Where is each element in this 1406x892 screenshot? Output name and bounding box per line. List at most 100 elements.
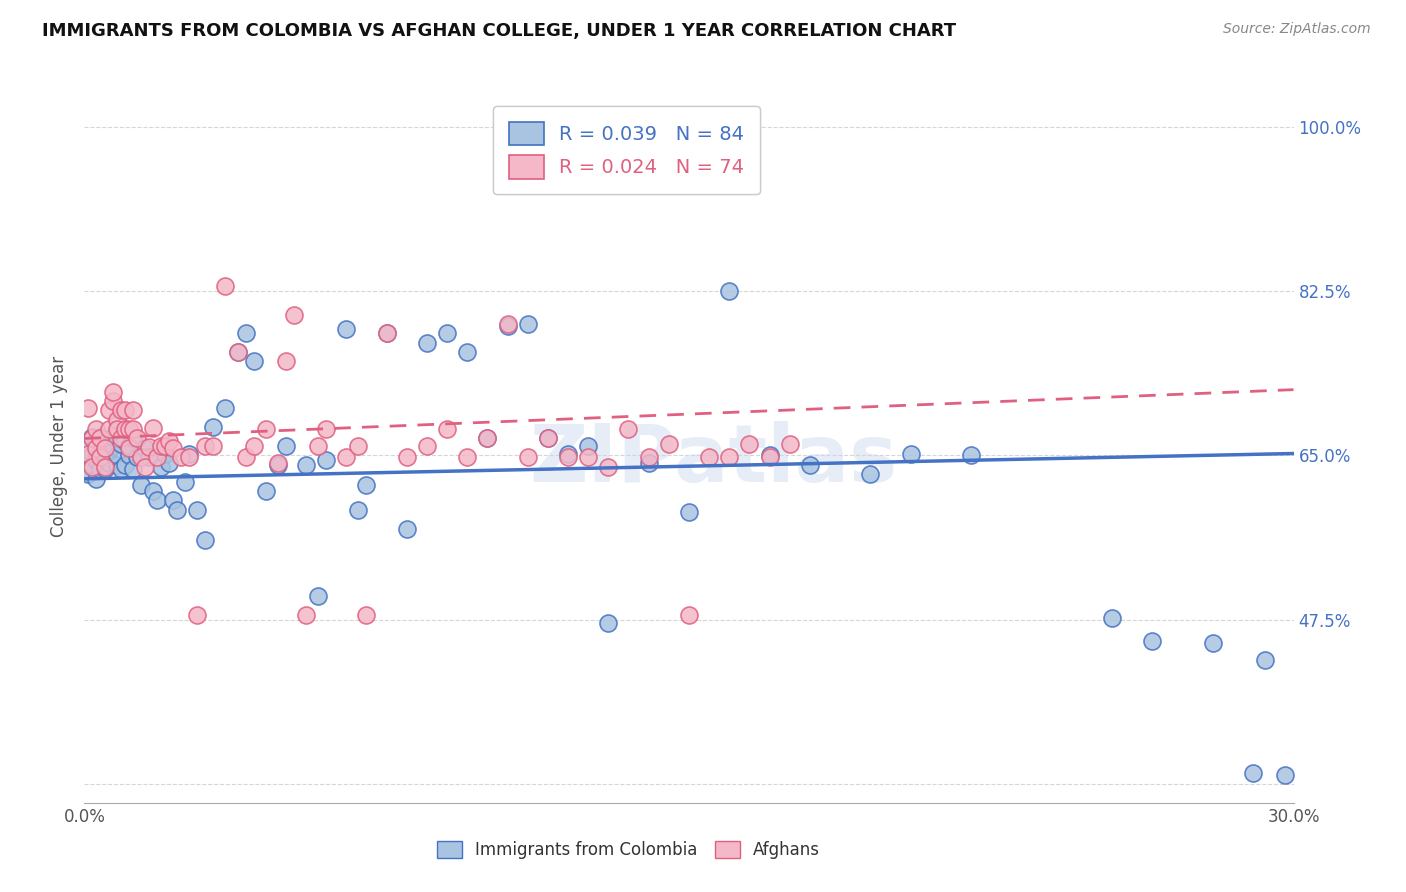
Point bbox=[356, 607, 378, 622]
Point bbox=[436, 422, 458, 436]
Point bbox=[121, 422, 143, 436]
Point bbox=[214, 279, 236, 293]
Point bbox=[576, 450, 599, 465]
Point bbox=[375, 326, 398, 341]
Point bbox=[93, 459, 115, 474]
Point bbox=[114, 422, 136, 436]
Point bbox=[114, 403, 136, 417]
Point bbox=[110, 403, 132, 417]
Point bbox=[101, 439, 124, 453]
Point bbox=[307, 589, 329, 603]
Point bbox=[254, 484, 277, 499]
Point bbox=[97, 456, 120, 470]
Point bbox=[186, 607, 208, 622]
Point bbox=[576, 439, 599, 453]
Point bbox=[125, 432, 148, 446]
Point bbox=[162, 493, 184, 508]
Point bbox=[1202, 636, 1225, 650]
Point bbox=[86, 441, 108, 455]
Point bbox=[142, 484, 165, 499]
Point bbox=[496, 317, 519, 331]
Point bbox=[496, 318, 519, 333]
Text: IMMIGRANTS FROM COLOMBIA VS AFGHAN COLLEGE, UNDER 1 YEAR CORRELATION CHART: IMMIGRANTS FROM COLOMBIA VS AFGHAN COLLE… bbox=[42, 22, 956, 40]
Point bbox=[335, 321, 357, 335]
Point bbox=[118, 441, 141, 455]
Point bbox=[202, 439, 225, 453]
Point bbox=[77, 401, 100, 416]
Point bbox=[118, 422, 141, 436]
Point bbox=[295, 607, 318, 622]
Point bbox=[93, 462, 115, 476]
Point bbox=[307, 439, 329, 453]
Point bbox=[283, 308, 305, 322]
Point bbox=[89, 450, 111, 465]
Point bbox=[121, 432, 143, 446]
Point bbox=[86, 453, 108, 467]
Point bbox=[162, 441, 184, 455]
Point bbox=[537, 432, 560, 446]
Point bbox=[129, 450, 152, 465]
Point bbox=[138, 450, 160, 465]
Legend: Immigrants from Colombia, Afghans: Immigrants from Colombia, Afghans bbox=[430, 834, 827, 866]
Point bbox=[416, 335, 439, 350]
Point bbox=[174, 475, 197, 489]
Point bbox=[114, 434, 136, 449]
Point bbox=[89, 462, 111, 476]
Point bbox=[859, 467, 882, 482]
Point bbox=[738, 437, 761, 451]
Point bbox=[93, 450, 115, 465]
Y-axis label: College, Under 1 year: College, Under 1 year bbox=[51, 355, 69, 537]
Point bbox=[315, 422, 337, 436]
Point bbox=[153, 446, 176, 460]
Point bbox=[134, 459, 156, 474]
Point bbox=[557, 450, 579, 465]
Point bbox=[375, 326, 398, 341]
Point bbox=[295, 458, 318, 472]
Point bbox=[315, 453, 337, 467]
Point bbox=[456, 345, 478, 359]
Point bbox=[86, 434, 108, 449]
Point bbox=[718, 450, 741, 465]
Point bbox=[166, 503, 188, 517]
Point bbox=[678, 607, 700, 622]
Point bbox=[436, 326, 458, 341]
Point bbox=[799, 458, 821, 472]
Point bbox=[516, 317, 538, 331]
Point bbox=[89, 443, 111, 458]
Point bbox=[274, 439, 297, 453]
Point bbox=[718, 284, 741, 298]
Point bbox=[82, 429, 104, 443]
Point bbox=[395, 450, 418, 465]
Point bbox=[86, 472, 108, 486]
Point bbox=[153, 439, 176, 453]
Point bbox=[557, 446, 579, 460]
Point bbox=[77, 467, 100, 482]
Point bbox=[267, 458, 290, 472]
Point bbox=[226, 345, 249, 359]
Point bbox=[637, 450, 659, 465]
Point bbox=[101, 393, 124, 408]
Point bbox=[477, 432, 499, 446]
Point bbox=[356, 478, 378, 492]
Point bbox=[77, 439, 100, 453]
Point bbox=[235, 450, 257, 465]
Point bbox=[202, 420, 225, 434]
Point bbox=[347, 439, 370, 453]
Point bbox=[900, 446, 922, 460]
Point bbox=[114, 458, 136, 472]
Point bbox=[89, 432, 111, 446]
Point bbox=[110, 462, 132, 476]
Point bbox=[125, 450, 148, 465]
Point bbox=[598, 615, 620, 630]
Point bbox=[395, 522, 418, 536]
Point bbox=[77, 446, 100, 460]
Point bbox=[82, 449, 104, 463]
Point bbox=[146, 450, 169, 465]
Point bbox=[678, 505, 700, 519]
Point bbox=[1142, 634, 1164, 648]
Point bbox=[335, 450, 357, 465]
Point bbox=[97, 403, 120, 417]
Point bbox=[101, 384, 124, 399]
Point bbox=[105, 449, 128, 463]
Text: Source: ZipAtlas.com: Source: ZipAtlas.com bbox=[1223, 22, 1371, 37]
